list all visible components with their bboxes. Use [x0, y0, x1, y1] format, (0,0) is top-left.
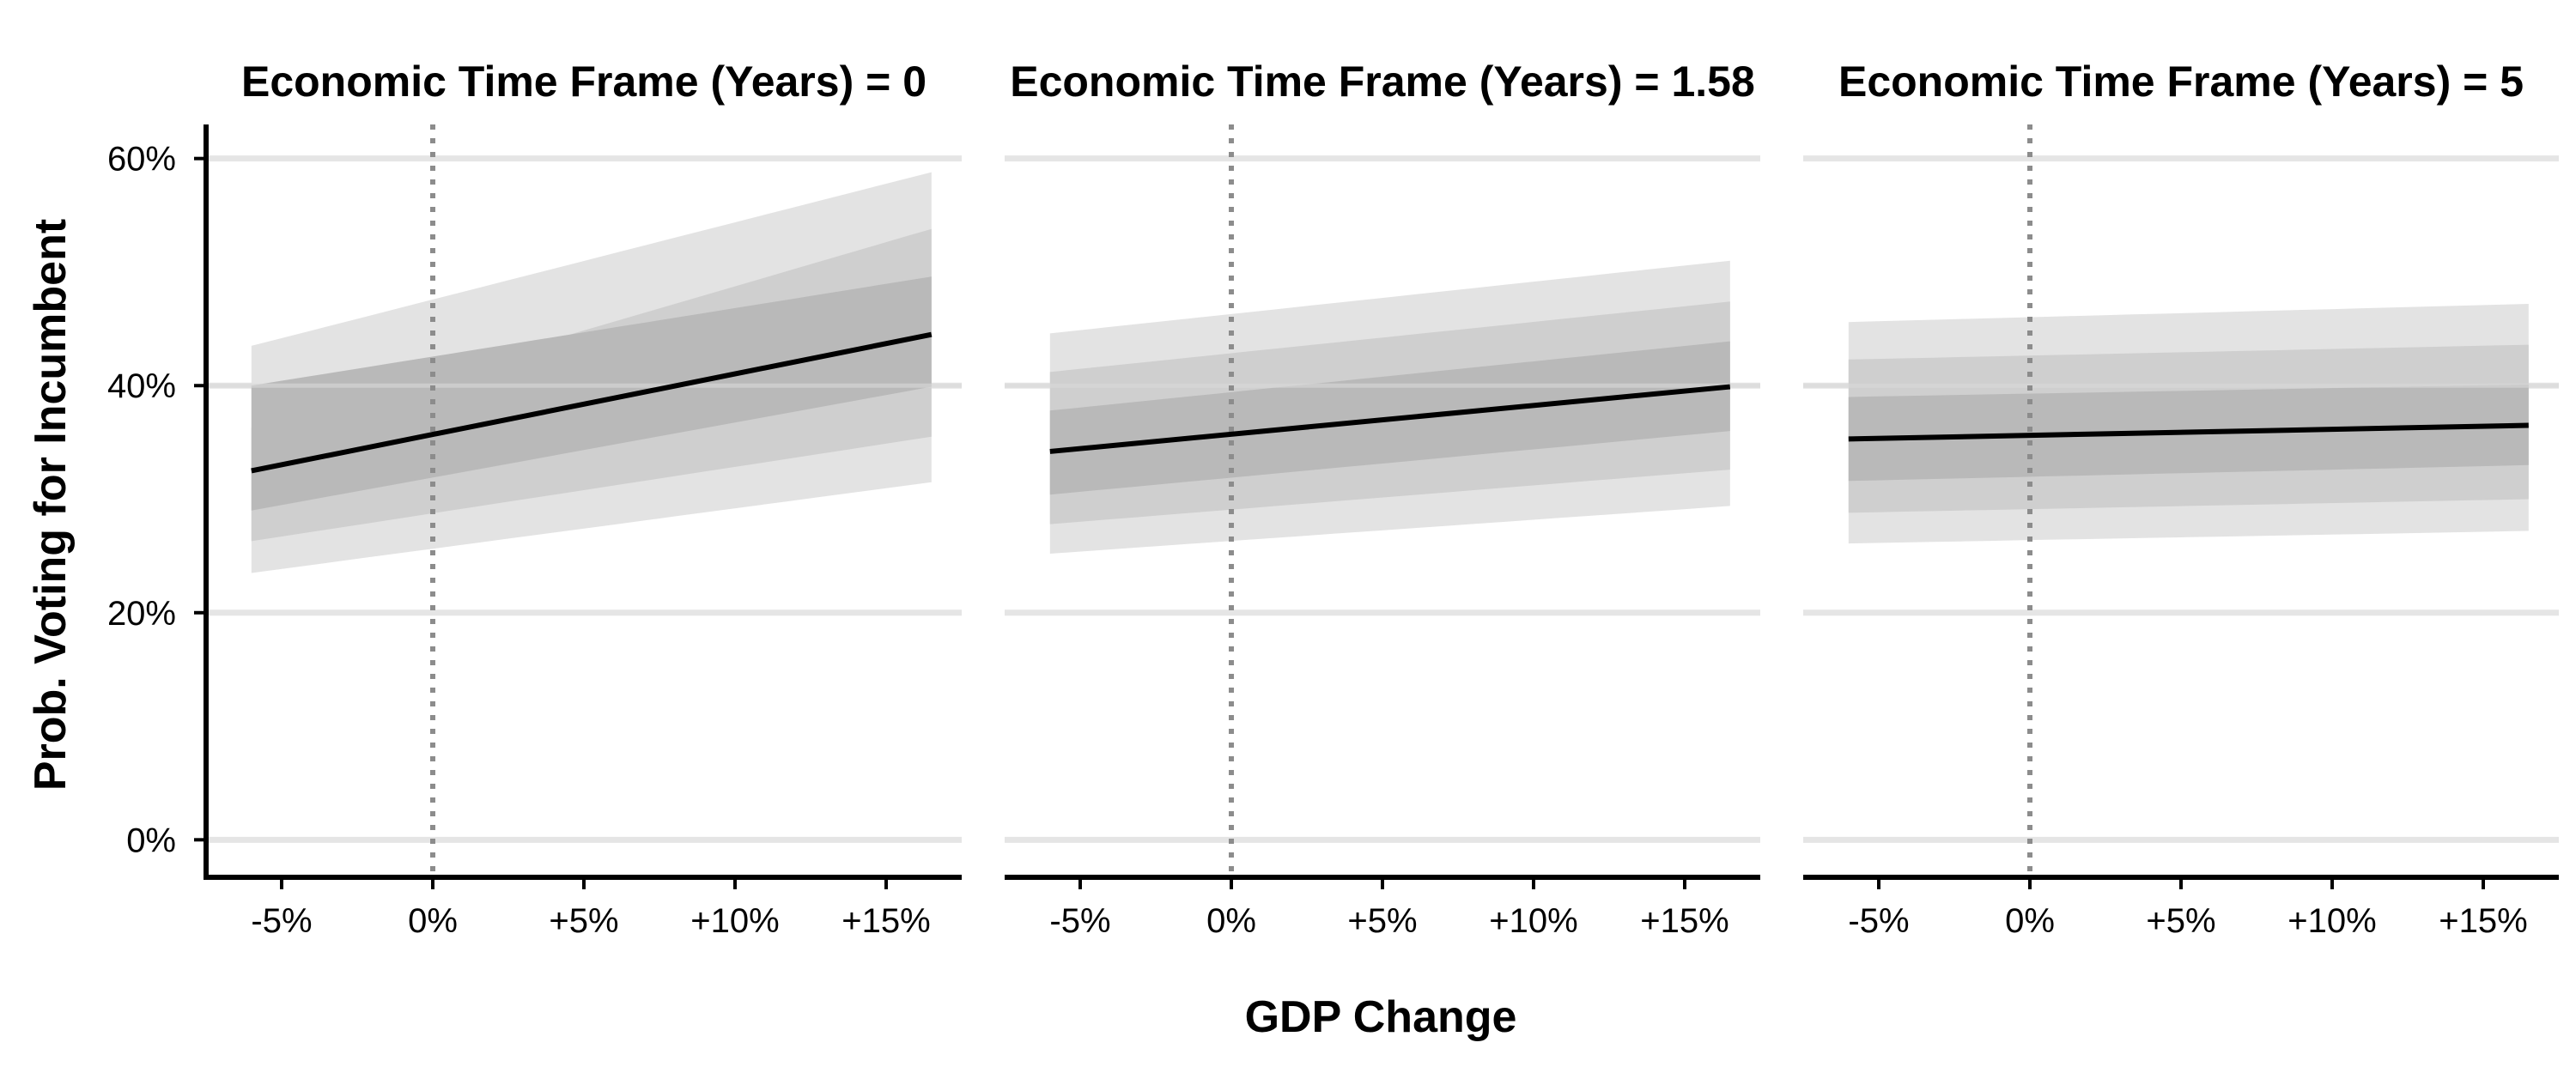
- panel-title: Economic Time Frame (Years) = 0: [241, 58, 927, 106]
- y-tick-label: 20%: [107, 595, 176, 633]
- x-tick-label: +15%: [841, 902, 930, 940]
- x-tick-label: 0%: [1206, 902, 1256, 940]
- panel-title: Economic Time Frame (Years) = 1.58: [1010, 58, 1755, 106]
- x-tick-label: +5%: [2146, 902, 2215, 940]
- y-tick-label: 40%: [107, 367, 176, 405]
- x-tick-label: +10%: [690, 902, 779, 940]
- panel-2: -5% 0% +5% +10% +15% Economic Time Frame (Yea…: [1005, 58, 1760, 940]
- uncertainty-band-3: [251, 276, 932, 511]
- x-tick-label: -5%: [251, 902, 312, 940]
- x-tick-label: 0%: [408, 902, 458, 940]
- y-tick-label: 0%: [126, 821, 176, 859]
- x-tick-label: +10%: [1489, 902, 1577, 940]
- estimate-line: [1848, 422, 2529, 442]
- x-tick-label: +5%: [1347, 902, 1417, 940]
- x-tick-label: -5%: [1848, 902, 1909, 940]
- x-axis-title: GDP Change: [1245, 992, 1517, 1042]
- x-tick-label: +5%: [549, 902, 618, 940]
- panel-1: -5% 0% +5% +10% +15% Economic Time Frame (Yea…: [107, 58, 962, 940]
- panel-title: Economic Time Frame (Years) = 5: [1838, 58, 2524, 106]
- panels-layer: -5% 0% +5% +10% +15% Economic Time Frame (Yea…: [107, 58, 2559, 940]
- y-tick-label: 60%: [107, 141, 176, 179]
- x-tick-label: -5%: [1049, 902, 1110, 940]
- y-axis-title: Prob. Voting for Incumbent: [26, 219, 76, 791]
- estimate-line: [1049, 384, 1731, 454]
- x-tick-label: +15%: [1640, 902, 1728, 940]
- x-tick-label: 0%: [2005, 902, 2055, 940]
- estimate-line: [251, 331, 933, 474]
- x-tick-label: +15%: [2439, 902, 2527, 940]
- x-tick-label: +10%: [2287, 902, 2376, 940]
- panel-3: -5% 0% +5% +10% +15% Economic Time Frame (Yea…: [1803, 58, 2559, 940]
